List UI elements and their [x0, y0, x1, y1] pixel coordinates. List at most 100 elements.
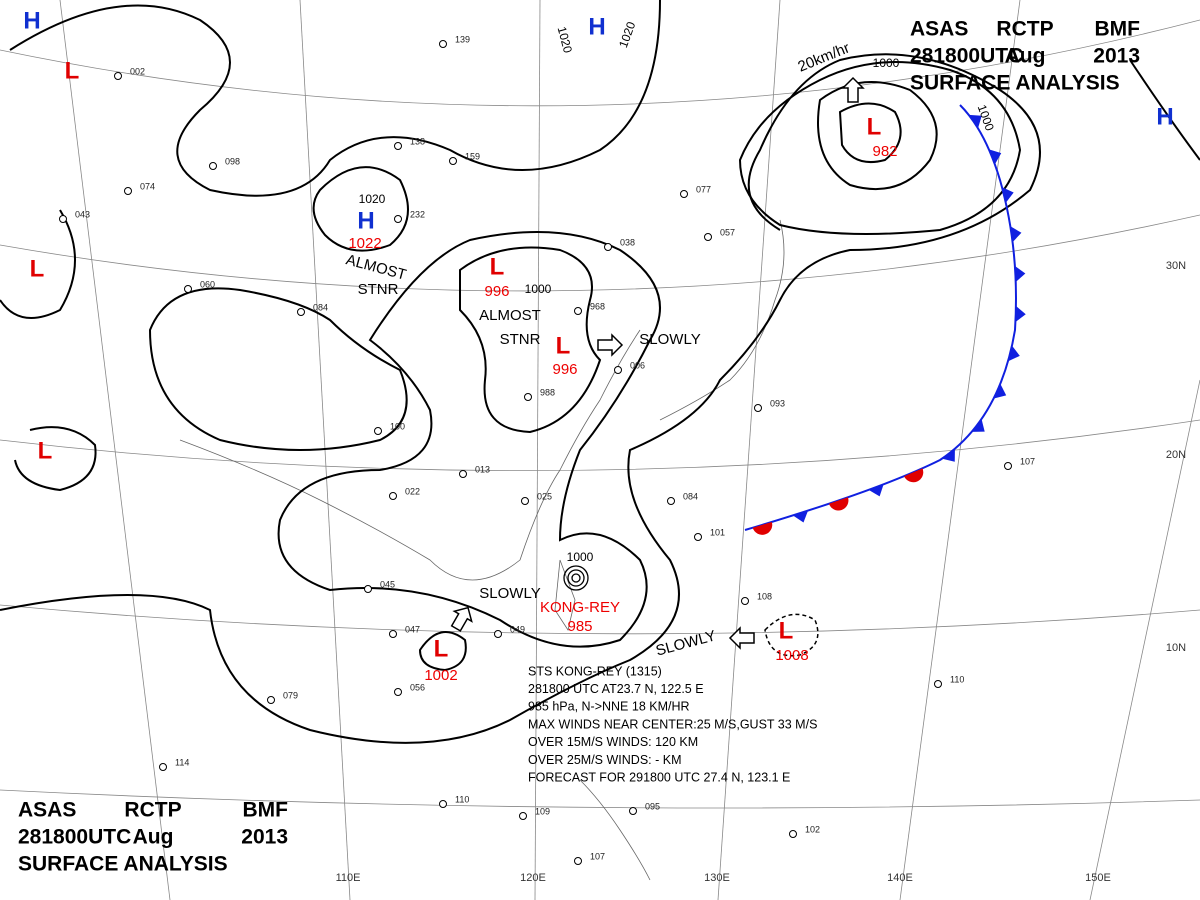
cold-front-symbol	[988, 149, 1002, 165]
station-dot	[124, 187, 132, 195]
station-dot	[494, 630, 502, 638]
station-value: 988	[540, 387, 555, 397]
station-dot	[439, 40, 447, 48]
longitude-label: 120E	[520, 872, 546, 884]
header-text: 281800UTC	[910, 45, 1023, 68]
parallel	[0, 419, 1200, 472]
station-dot	[159, 763, 167, 771]
typhoon-name: KONG-REY	[540, 599, 620, 616]
pressure-center: L	[556, 332, 571, 359]
station-dot	[267, 696, 275, 704]
storm-info-line: MAX WINDS NEAR CENTER:25 M/S,GUST 33 M/S	[528, 717, 817, 731]
center-pressure: 1008	[775, 647, 808, 664]
station-dot	[574, 857, 582, 865]
parallel	[0, 214, 1200, 292]
station-value: 159	[465, 151, 480, 161]
motion-arrow	[597, 333, 624, 357]
station-dot	[389, 630, 397, 638]
cold-front-symbol	[1008, 345, 1020, 362]
station-value: 002	[130, 66, 145, 76]
station-dot	[394, 688, 402, 696]
station-dot	[704, 233, 712, 241]
station-value: 095	[645, 801, 660, 811]
isobar	[9, 0, 661, 197]
motion-arrow	[841, 76, 865, 103]
pressure-center: L	[65, 57, 80, 84]
storm-info-line: 281800 UTC AT23.7 N, 122.5 E	[528, 682, 704, 696]
station-dot	[184, 285, 192, 293]
station-value: 110	[950, 674, 964, 684]
station-dot	[449, 157, 457, 165]
meridian	[59, 0, 171, 900]
station-dot	[297, 308, 305, 316]
latitude-label: 20N	[1166, 449, 1186, 461]
center-pressure: 1022	[348, 235, 381, 252]
cold-front-symbol	[792, 510, 809, 523]
cold-front-symbol	[868, 484, 884, 497]
station-value: 093	[770, 398, 785, 408]
pressure-center: L	[490, 253, 505, 280]
isobar-label: 1020	[555, 25, 576, 55]
station-dot	[459, 470, 467, 478]
header-text: BMF	[243, 799, 289, 822]
station-dot	[667, 497, 675, 505]
isobars	[0, 0, 1200, 744]
station-value: 049	[510, 624, 525, 634]
station-dot	[680, 190, 688, 198]
pressure-center: H	[1156, 103, 1173, 130]
station-dot	[789, 830, 797, 838]
station-value: 108	[757, 591, 772, 601]
pressure-center: L	[779, 617, 794, 644]
station-value: 043	[75, 209, 90, 219]
storm-info-line: OVER 15M/S WINDS: 120 KM	[528, 735, 698, 749]
station-dot	[364, 585, 372, 593]
station-dot	[394, 215, 402, 223]
header-text: SURFACE ANALYSIS	[910, 72, 1120, 95]
station-value: 045	[380, 579, 395, 589]
station-value: 109	[535, 806, 550, 816]
motion-arrow	[728, 626, 755, 650]
storm-info-line: 985 hPa, N->NNE 18 KM/HR	[528, 700, 690, 714]
station-dot	[934, 680, 942, 688]
longitude-label: 130E	[704, 872, 730, 884]
station-value: 077	[696, 184, 711, 194]
isobar	[1129, 59, 1200, 161]
header-text: 2013	[1093, 45, 1140, 68]
station-value: 025	[537, 491, 552, 501]
coastlines	[179, 219, 785, 881]
station-value: 074	[140, 181, 155, 191]
isobar-label: 1000	[873, 56, 900, 70]
station-value: 084	[683, 491, 698, 501]
center-pressure: 1002	[424, 667, 457, 684]
isobar	[738, 61, 1022, 235]
cold-front-symbol	[942, 448, 955, 462]
cold-front-symbol	[968, 114, 982, 128]
header-text: RCTP	[996, 18, 1053, 41]
annotation: STNR	[500, 331, 541, 348]
annotation: STNR	[358, 281, 399, 298]
station-value: 138	[410, 136, 425, 146]
station-dot	[394, 142, 402, 150]
typhoon-pressure: 985	[567, 618, 592, 635]
station-dot	[114, 72, 122, 80]
header-text: BMF	[1095, 18, 1141, 41]
warm-front-symbol	[752, 521, 773, 535]
cold-front-symbol	[1014, 266, 1026, 282]
cold-front-symbol	[1002, 187, 1014, 203]
station-value: 084	[313, 302, 328, 312]
station-value: 107	[590, 851, 605, 861]
station-value: 013	[475, 464, 490, 474]
station-value: 098	[225, 156, 240, 166]
storm-info-line: FORECAST FOR 291800 UTC 27.4 N, 123.1 E	[528, 770, 790, 784]
station-value: 079	[283, 690, 298, 700]
fronts	[744, 104, 1026, 535]
center-pressure: 996	[552, 361, 577, 378]
station-dot	[59, 215, 67, 223]
storm-info-line: STS KONG-REY (1315)	[528, 664, 662, 678]
station-dot	[519, 812, 527, 820]
station-value: 232	[410, 209, 425, 219]
isobar	[0, 53, 1041, 744]
station-dot	[524, 393, 532, 401]
coastline	[579, 779, 651, 881]
